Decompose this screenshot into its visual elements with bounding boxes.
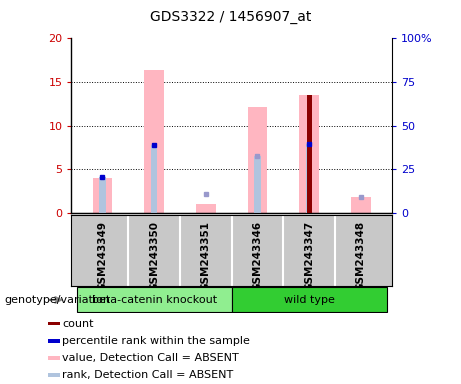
Bar [306, 144, 312, 213]
Text: GSM243350: GSM243350 [149, 221, 159, 291]
Bar [93, 178, 112, 213]
Text: GSM243347: GSM243347 [304, 221, 314, 291]
Text: genotype/variation: genotype/variation [5, 295, 111, 305]
Text: beta-catenin knockout: beta-catenin knockout [92, 295, 217, 305]
Bar [254, 156, 260, 213]
Text: value, Detection Call = ABSENT: value, Detection Call = ABSENT [62, 353, 239, 363]
Bar [77, 287, 231, 313]
Bar [231, 287, 387, 313]
Text: GSM243348: GSM243348 [356, 221, 366, 291]
Bar [48, 356, 60, 360]
Text: GSM243346: GSM243346 [253, 221, 262, 291]
Bar [196, 204, 216, 213]
Bar [48, 339, 60, 343]
Bar [299, 95, 319, 213]
Text: GDS3322 / 1456907_at: GDS3322 / 1456907_at [150, 10, 311, 23]
Bar [144, 70, 164, 213]
Text: rank, Detection Call = ABSENT: rank, Detection Call = ABSENT [62, 370, 234, 381]
Text: GSM243351: GSM243351 [201, 221, 211, 291]
Bar [351, 197, 371, 213]
Text: wild type: wild type [284, 295, 335, 305]
Bar [307, 95, 312, 213]
Bar [151, 145, 157, 213]
Bar [48, 374, 60, 377]
Bar [48, 322, 60, 325]
Bar [100, 177, 106, 213]
Bar [248, 106, 267, 213]
Text: GSM243349: GSM243349 [97, 221, 107, 291]
Text: percentile rank within the sample: percentile rank within the sample [62, 336, 250, 346]
Text: count: count [62, 318, 94, 329]
